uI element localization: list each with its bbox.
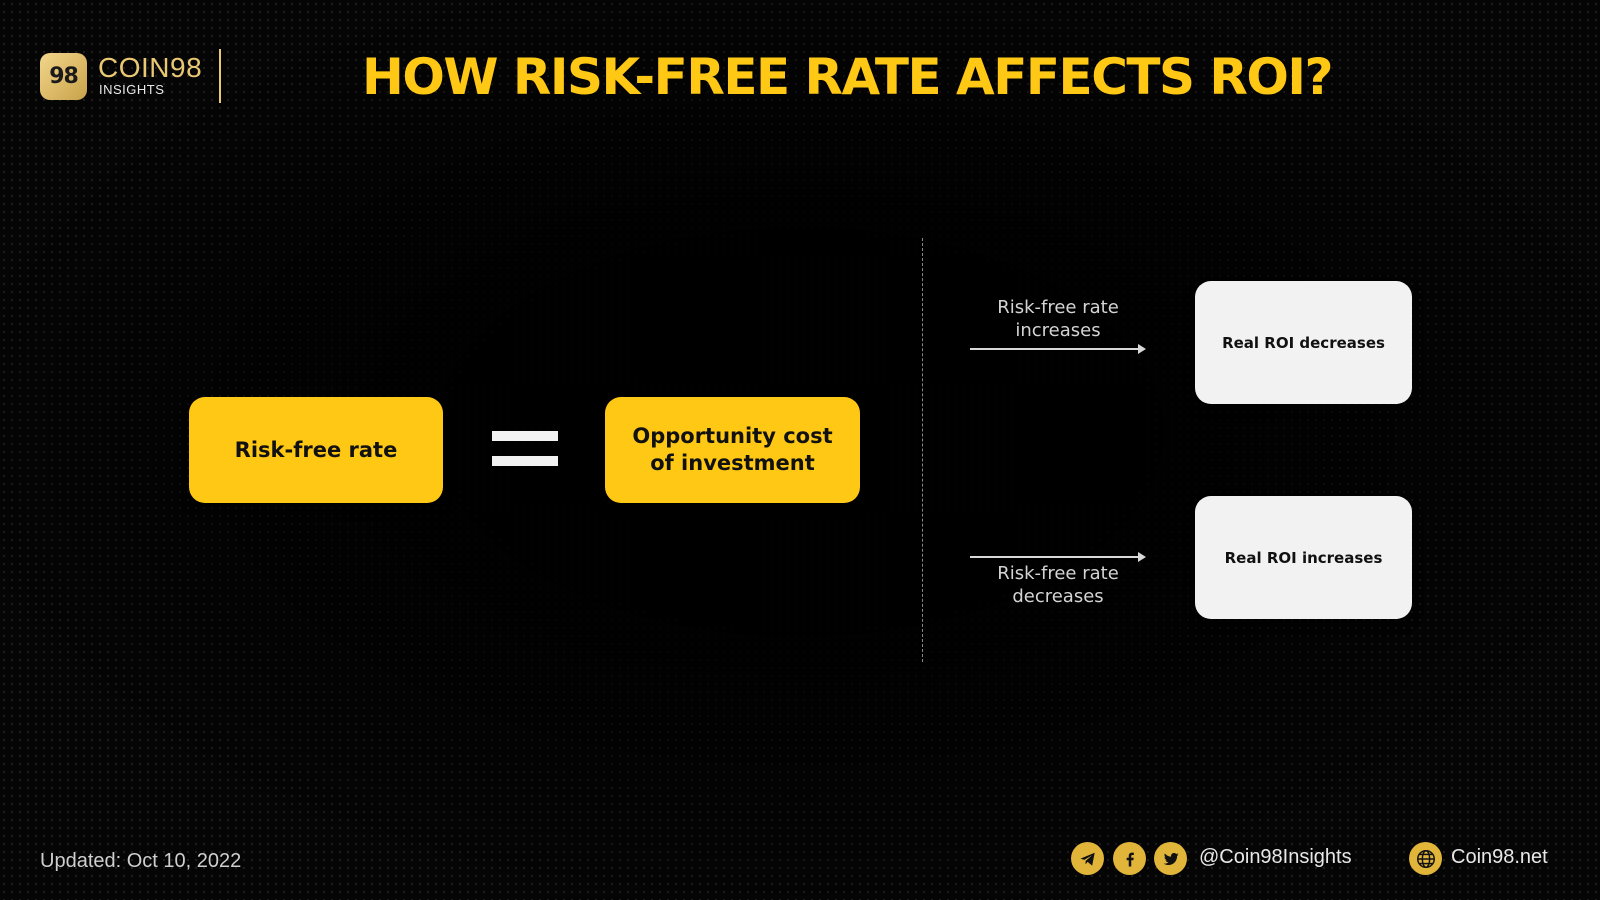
header-divider	[219, 49, 221, 103]
logo-text: 98	[49, 64, 79, 89]
bottom-arrow	[970, 552, 1146, 562]
telegram-icon[interactable]	[1071, 842, 1104, 875]
risk-free-rate-box: Risk-free rate	[189, 397, 443, 503]
real-roi-decreases-box: Real ROI decreases	[1195, 281, 1412, 404]
updated-date: Updated: Oct 10, 2022	[40, 850, 242, 872]
brand-name: COIN98	[98, 52, 203, 83]
website-link[interactable]: Coin98.net	[1451, 846, 1548, 868]
top-arrow-label: Risk-free rate increases	[997, 297, 1119, 341]
equals-sign-bottom-bar	[492, 456, 558, 466]
coin98-logo: 98	[40, 53, 87, 100]
social-handle[interactable]: @Coin98Insights	[1199, 846, 1352, 868]
page-title: HOW RISK-FREE RATE AFFECTS ROI?	[362, 48, 1334, 106]
bottom-arrow-label: Risk-free rate decreases	[997, 563, 1119, 607]
opportunity-cost-box: Opportunity cost of investment	[605, 397, 860, 503]
globe-icon	[1409, 842, 1442, 875]
equals-sign-top-bar	[492, 431, 558, 441]
real-roi-increases-box: Real ROI increases	[1195, 496, 1412, 619]
top-arrow	[970, 344, 1146, 354]
vertical-divider	[922, 238, 923, 662]
twitter-icon[interactable]	[1154, 842, 1187, 875]
brand-subtitle: INSIGHTS	[99, 82, 165, 97]
facebook-icon[interactable]	[1113, 842, 1146, 875]
